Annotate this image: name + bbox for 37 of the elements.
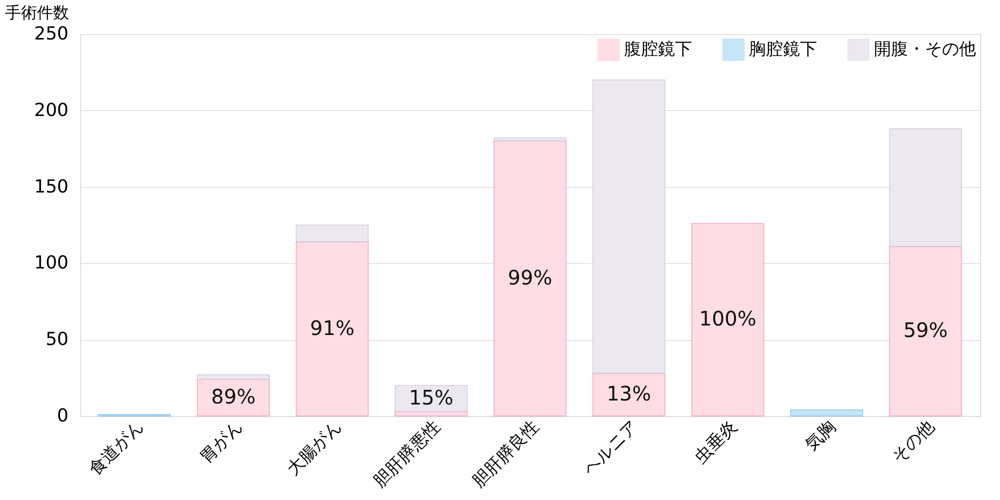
y-tick-label: 50 <box>46 329 68 350</box>
annotation: 13% <box>606 382 652 406</box>
bar <box>494 137 566 142</box>
bar <box>592 372 666 416</box>
y-tick-label: 100 <box>34 252 68 274</box>
y-axis-title: 手術件数 <box>5 3 69 22</box>
legend-label: 腹腔鏡下 <box>624 40 692 60</box>
bar <box>494 140 566 416</box>
y-tick-label: 0 <box>57 406 68 426</box>
y-tick-label: 150 <box>34 176 68 198</box>
legend-label: 開腹・その他 <box>874 40 976 60</box>
x-tick-label: その他 <box>888 417 939 468</box>
bar <box>296 224 369 242</box>
bar <box>296 241 369 416</box>
x-tick-label: 胆肝膵良性 <box>468 417 544 492</box>
x-tick-label: ヘルニア <box>580 417 642 480</box>
x-tick-label: 食道がん <box>85 417 148 480</box>
bar <box>196 374 270 380</box>
annotation: 100% <box>699 306 756 331</box>
annotation: 15% <box>408 385 454 410</box>
x-tick-label: 胆肝膵悪性 <box>370 417 444 492</box>
annotation: 99% <box>508 265 552 290</box>
x-tick-label: 大腸がん <box>283 417 346 480</box>
annotation: 91% <box>310 316 354 340</box>
bar <box>592 79 666 374</box>
bar <box>889 246 962 416</box>
bar <box>691 222 764 416</box>
bar <box>889 128 962 247</box>
annotation: 89% <box>211 384 256 409</box>
x-tick-label: 虫垂炎 <box>690 417 742 468</box>
bar <box>790 409 864 416</box>
x-tick-label: 気胸 <box>802 417 840 456</box>
x-tick-label: 胃がん <box>196 417 247 468</box>
y-tick-label: 250 <box>34 24 68 44</box>
annotation: 59% <box>903 318 948 342</box>
y-tick-label: 200 <box>34 100 68 121</box>
legend-label: 胸腔鏡下 <box>749 40 817 60</box>
